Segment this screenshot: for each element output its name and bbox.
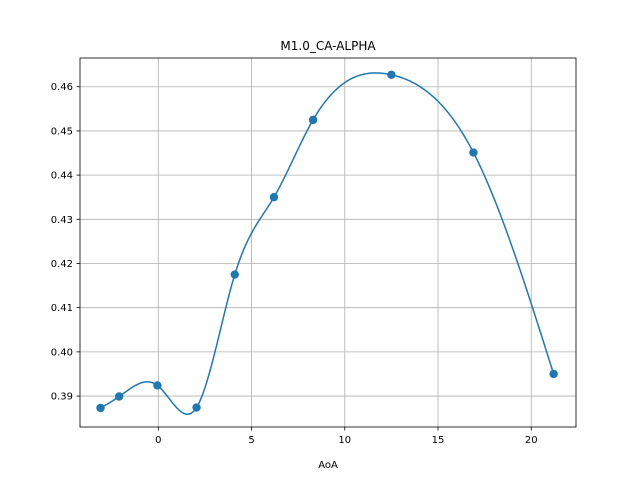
y-tick-label: 0.43	[51, 215, 73, 226]
data-point	[549, 369, 558, 379]
y-tick-label: 0.42	[51, 259, 73, 270]
y-tick-label: 0.44	[51, 171, 73, 182]
y-tick-label: 0.40	[51, 347, 73, 358]
data-point	[269, 193, 279, 202]
data-point	[96, 403, 105, 413]
data-point	[387, 70, 396, 79]
data-point	[230, 270, 239, 279]
x-axis-label: AoA	[318, 460, 338, 471]
x-tick-label: 15	[432, 435, 445, 446]
x-tick-label: 20	[525, 435, 538, 446]
data-point	[153, 381, 162, 390]
x-tick-label: 0	[155, 435, 161, 446]
y-tick-label: 0.41	[51, 303, 73, 314]
y-axis-ticks: 0.39 0.40 0.41 0.42 0.43 0.44 0.45 0.46	[51, 82, 80, 403]
y-tick-label: 0.46	[51, 82, 73, 93]
data-point	[308, 115, 318, 125]
x-tick-label: 5	[248, 435, 254, 446]
x-axis-ticks: 0 5 10 15 20	[155, 427, 538, 446]
data-point	[469, 148, 478, 157]
data-point	[192, 403, 201, 412]
data-point	[114, 392, 124, 401]
series-line	[100, 72, 555, 415]
y-tick-label: 0.45	[51, 126, 73, 137]
y-tick-label: 0.39	[51, 392, 73, 403]
series-layer	[96, 70, 558, 415]
x-tick-label: 10	[338, 435, 351, 446]
chart-title: M1.0_CA-ALPHA	[280, 39, 376, 53]
plot-frame	[79, 57, 577, 428]
grid	[80, 58, 576, 427]
